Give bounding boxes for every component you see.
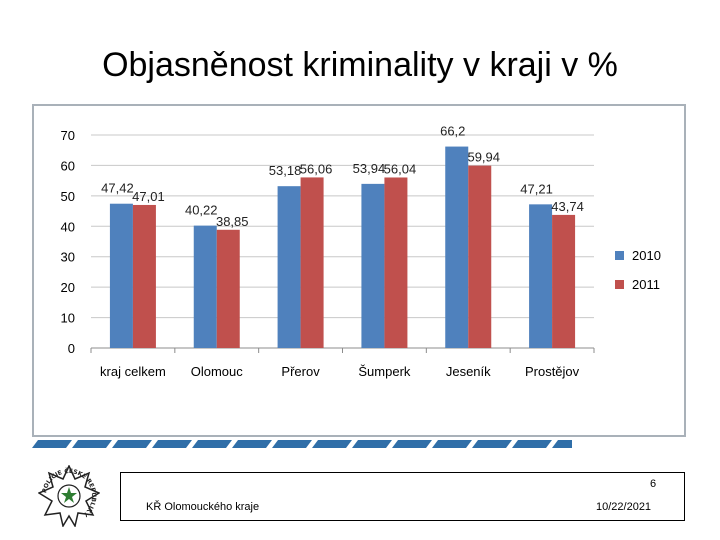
page-number: 6 (650, 478, 657, 490)
police-star-logo: POLICIE ČESKÉ REPUBLIKY (38, 465, 100, 527)
bar-2010 (193, 225, 217, 348)
bar-2011 (216, 229, 240, 348)
footer-date: 10/22/2021 (596, 501, 652, 513)
legend-swatch-2011 (615, 280, 624, 289)
bar-2010 (445, 146, 469, 348)
legend-label-2010: 2010 (632, 248, 661, 263)
footer-organization: KŘ Olomouckého kraje (146, 501, 260, 513)
data-label-2010: 40,22 (185, 203, 218, 218)
data-label-2011: 47,01 (132, 189, 165, 204)
footer-box (120, 473, 685, 521)
bar-2011 (384, 177, 408, 348)
y-tick-label: 30 (61, 250, 75, 265)
data-label-2011: 56,04 (384, 161, 417, 176)
data-label-2011: 43,74 (551, 199, 584, 214)
data-label-2010: 53,18 (269, 163, 302, 178)
category-label: Prostějov (525, 364, 580, 379)
data-label-2010: 66,2 (440, 124, 465, 139)
bar-2010 (529, 204, 553, 348)
bar-2011 (468, 165, 492, 348)
data-label-2010: 47,42 (101, 181, 134, 196)
y-tick-label: 40 (61, 219, 75, 234)
data-label-2010: 47,21 (520, 181, 553, 196)
legend-swatch-2010 (615, 251, 624, 260)
bar-2011 (300, 177, 324, 348)
bar-2011 (552, 214, 576, 348)
y-tick-label: 10 (61, 311, 75, 326)
bar-2011 (132, 204, 156, 348)
data-label-2010: 53,94 (353, 161, 386, 176)
data-label-2011: 59,94 (467, 150, 500, 165)
category-label: Šumperk (358, 364, 411, 379)
category-label: Olomouc (191, 364, 244, 379)
footer-divider (120, 472, 685, 473)
category-label: kraj celkem (100, 364, 166, 379)
y-tick-label: 60 (61, 158, 75, 173)
slide-title: Objasněnost kriminality v kraji v % (102, 46, 618, 84)
data-label-2011: 56,06 (300, 161, 333, 176)
y-tick-label: 20 (61, 280, 75, 295)
y-tick-label: 0 (68, 341, 75, 356)
category-label: Jeseník (446, 364, 491, 379)
legend-label-2011: 2011 (632, 277, 660, 292)
category-label: Přerov (281, 364, 320, 379)
y-tick-label: 70 (61, 128, 75, 143)
y-tick-label: 50 (61, 189, 75, 204)
bar-2010 (109, 203, 133, 348)
bar-2010 (361, 183, 385, 348)
chart-frame: 0 10 20 30 40 50 60 70 47,42 47,01 kraj celkem 40,2… (32, 104, 686, 437)
bar-2010 (277, 186, 301, 348)
decorative-stripe (32, 440, 572, 448)
data-label-2011: 38,85 (216, 214, 249, 229)
